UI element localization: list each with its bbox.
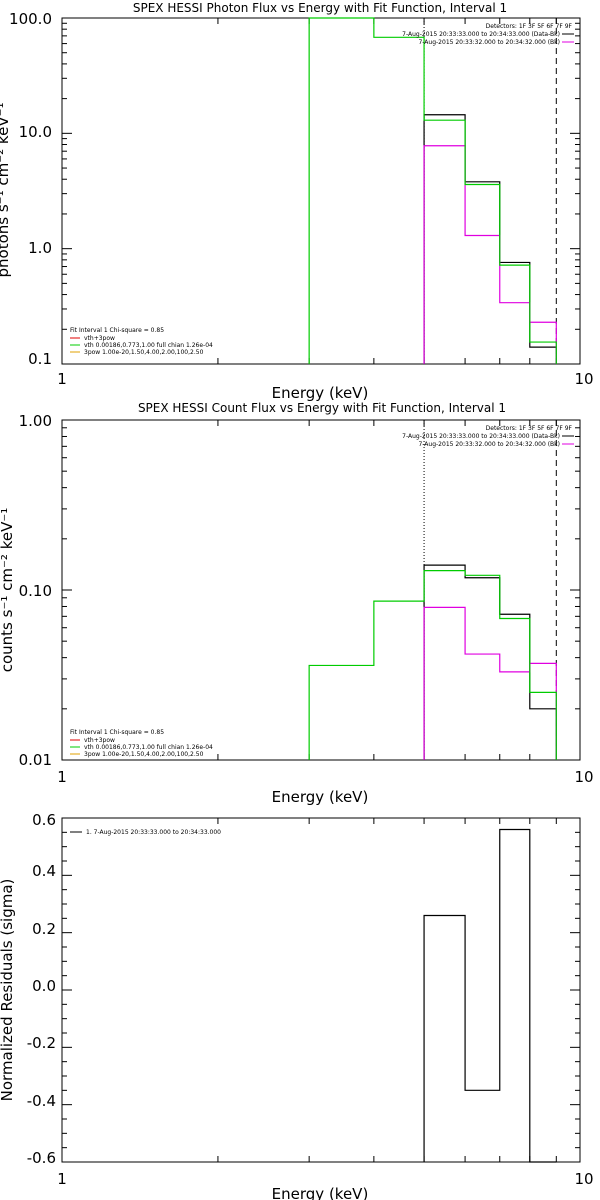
series-vth-3pow <box>308 17 557 364</box>
series-data-bk <box>423 114 557 364</box>
y-tick-label: 100.0 <box>9 10 52 28</box>
x-axis-label: Energy (keV) <box>272 384 369 402</box>
y-tick-label: 10.0 <box>19 123 52 141</box>
legend-top: Detectors: 1F 3F 5F 6F 7F 9F 7-Aug-2015 … <box>402 23 574 46</box>
legend: 1. 7-Aug-2015 20:33:33.000 to 20:34:33.0… <box>70 829 221 836</box>
photon-flux-panel: SPEX HESSI Photon Flux vs Energy with Fi… <box>0 1 594 402</box>
y-axis-label: photons s⁻¹ cm⁻² keV⁻¹ <box>0 103 12 278</box>
x-tick-label: 1 <box>57 768 67 786</box>
x-tick-label: 1 <box>57 370 67 388</box>
x-axis-label: Energy (keV) <box>272 1185 369 1200</box>
reference-lines <box>423 18 557 364</box>
legend-fit-header: Fit Interval 1 Chi-square = 0.85 <box>70 327 164 334</box>
y-tick-label: 0.6 <box>32 811 56 829</box>
y-tick-label: 1.00 <box>19 412 52 430</box>
y-tick-label: 0.4 <box>32 862 56 880</box>
x-tick-label: 1 <box>57 1170 67 1188</box>
x-tick-label: 10 <box>574 768 593 786</box>
plot-area <box>61 419 581 761</box>
y-tick-label: -0.4 <box>27 1092 56 1110</box>
legend-fit: Fit Interval 1 Chi-square = 0.85 vth+3po… <box>70 729 213 758</box>
series-group <box>308 17 557 364</box>
legend-entry: vth+3pow <box>84 335 115 342</box>
y-axis-label: Normalized Residuals (sigma) <box>0 879 16 1102</box>
plot-area <box>61 17 581 365</box>
y-tick-labels: -0.6 -0.4 -0.2 0.0 0.2 0.4 0.6 <box>27 811 56 1167</box>
legend-fit: Fit Interval 1 Chi-square = 0.85 vth+3po… <box>70 327 213 356</box>
y-tick-label: 0.10 <box>19 582 52 600</box>
series-residuals <box>423 828 557 1163</box>
y-tick-label: -0.2 <box>27 1034 56 1052</box>
series-vth-3pow <box>308 570 557 760</box>
series-group <box>308 564 557 760</box>
legend-detectors: Detectors: 1F 3F 5F 6F 7F 9F <box>486 23 573 30</box>
series-data-bk <box>423 564 557 760</box>
legend-top: Detectors: 1F 3F 5F 6F 7F 9F 7-Aug-2015 … <box>402 425 574 448</box>
series-bk <box>423 145 557 364</box>
y-tick-label: 0.0 <box>32 977 56 995</box>
y-tick-label: 1.0 <box>28 239 52 257</box>
legend-entry: 7-Aug-2015 20:33:33.000 to 20:34:33.000 … <box>402 31 560 38</box>
plot-frame <box>61 17 581 365</box>
legend-fit-header: Fit Interval 1 Chi-square = 0.85 <box>70 729 164 736</box>
plot-frame <box>61 419 581 761</box>
x-axis-label: Energy (keV) <box>272 788 369 806</box>
minor-ticks <box>62 17 580 365</box>
x-tick-labels: 1 10 <box>57 370 593 388</box>
legend-entry: 7-Aug-2015 20:33:32.000 to 20:34:32.000 … <box>418 39 560 46</box>
chart-title: SPEX HESSI Photon Flux vs Energy with Fi… <box>133 1 507 15</box>
x-tick-label: 10 <box>574 1170 593 1188</box>
legend-entry: 3pow 1.00e-20,1.50,4.00,2.00,100,2.50 <box>84 751 204 758</box>
y-tick-labels: 0.01 0.10 1.00 <box>19 412 52 769</box>
y-tick-label: 0.2 <box>32 920 56 938</box>
y-tick-label: 0.01 <box>19 751 52 769</box>
y-tick-labels: 0.1 1.0 10.0 100.0 <box>9 10 52 368</box>
residuals-panel: -0.6 -0.4 -0.2 0.0 0.2 0.4 0.6 1 10 Ener… <box>0 811 594 1200</box>
minor-ticks <box>62 817 580 1163</box>
plot-frame <box>61 817 581 1163</box>
plot-area <box>61 817 581 1163</box>
y-tick-label: 0.1 <box>28 350 52 368</box>
legend-entry: 7-Aug-2015 20:33:33.000 to 20:34:33.000 … <box>402 433 560 440</box>
x-tick-labels: 1 10 <box>57 768 593 786</box>
legend-entry: vth 0.00186,0.773,1.00 full chian 1.26e-… <box>84 342 213 349</box>
legend-entry: 7-Aug-2015 20:33:32.000 to 20:34:32.000 … <box>418 441 560 448</box>
legend-entry: vth+3pow <box>84 737 115 744</box>
series-bk <box>423 606 557 760</box>
y-tick-label: -0.6 <box>27 1149 56 1167</box>
x-tick-label: 10 <box>574 370 593 388</box>
series-group <box>423 828 557 1163</box>
count-flux-panel: SPEX HESSI Count Flux vs Energy with Fit… <box>0 401 594 806</box>
legend-entry: vth 0.00186,0.773,1.00 full chian 1.26e-… <box>84 744 213 751</box>
y-axis-label: counts s⁻¹ cm⁻² keV⁻¹ <box>0 508 16 673</box>
legend-entry: 3pow 1.00e-20,1.50,4.00,2.00,100,2.50 <box>84 349 204 356</box>
chart-title: SPEX HESSI Count Flux vs Energy with Fit… <box>138 401 506 415</box>
legend-entry: 1. 7-Aug-2015 20:33:33.000 to 20:34:33.0… <box>86 829 221 836</box>
x-tick-labels: 1 10 <box>57 1170 593 1188</box>
legend-detectors: Detectors: 1F 3F 5F 6F 7F 9F <box>486 425 573 432</box>
minor-ticks <box>62 419 580 761</box>
